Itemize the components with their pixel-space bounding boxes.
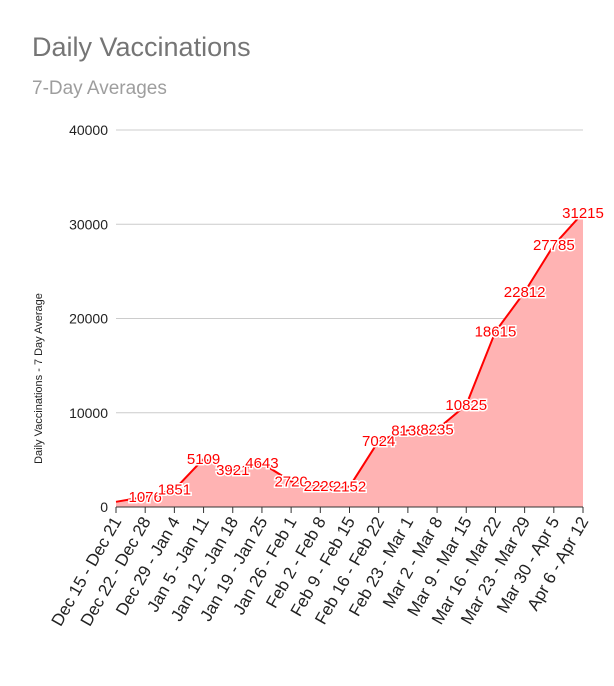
area-fill	[116, 212, 583, 507]
y-tick-label: 10000	[69, 405, 108, 421]
y-tick-label: 40000	[69, 122, 108, 138]
data-label: 27785	[533, 237, 575, 254]
data-label: 8138	[391, 422, 424, 439]
data-label: 5109	[187, 451, 220, 468]
data-label: 3921	[216, 462, 249, 479]
data-label: 18615	[475, 324, 517, 341]
y-tick-label: 20000	[69, 311, 108, 327]
data-label: 1851	[158, 482, 191, 499]
data-label: 2229	[304, 478, 337, 495]
data-label: 1076	[129, 489, 162, 506]
data-label: 8235	[420, 421, 453, 438]
data-label: 31215	[562, 205, 604, 222]
y-axis-label: Daily Vaccinations - 7 Day Average	[33, 293, 45, 464]
data-label: 2720	[274, 473, 307, 490]
y-tick-label: 0	[100, 499, 108, 515]
data-label: 22812	[504, 284, 546, 301]
data-label: 4643	[245, 455, 278, 472]
chart-subtitle: 7-Day Averages	[32, 78, 167, 99]
y-tick-label: 30000	[69, 216, 108, 232]
chart-title: Daily Vaccinations	[32, 32, 251, 62]
data-label: 10825	[445, 397, 487, 414]
data-label: 7024	[362, 433, 395, 450]
data-label: 2152	[333, 479, 366, 496]
series-line	[115, 212, 584, 503]
